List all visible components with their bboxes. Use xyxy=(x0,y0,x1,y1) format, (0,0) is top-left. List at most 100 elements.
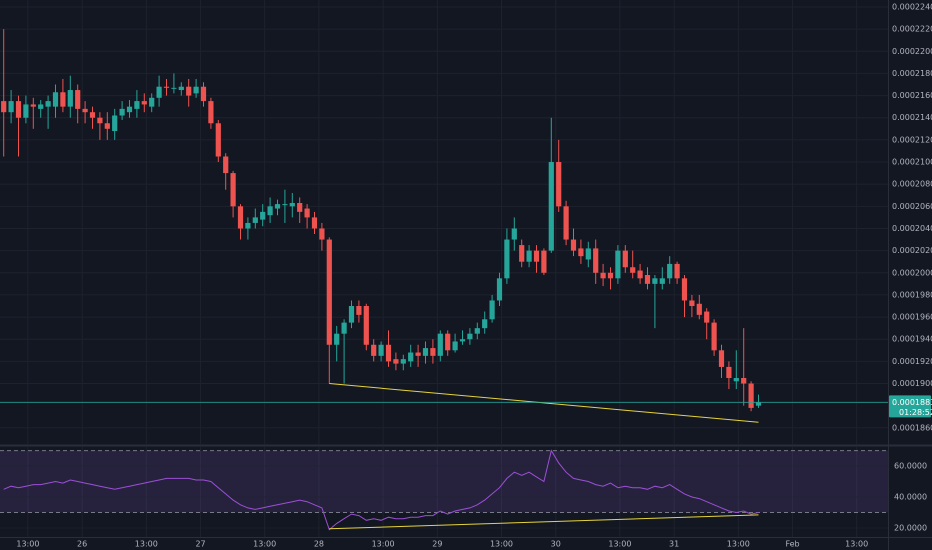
candle-body xyxy=(112,115,118,132)
y-tick-label: 0.0002000 xyxy=(892,268,932,277)
candle-body xyxy=(415,352,421,356)
candle-body xyxy=(652,278,658,284)
candle-body xyxy=(371,344,377,356)
candle-body xyxy=(304,208,310,218)
candle-body xyxy=(126,106,133,113)
candle-body xyxy=(52,92,59,107)
trendline xyxy=(329,514,759,530)
x-tick-label: 29 xyxy=(432,540,442,549)
candle-body xyxy=(430,348,436,356)
candle-body xyxy=(104,123,110,129)
rsi-line xyxy=(3,449,759,531)
candle-body xyxy=(171,87,177,89)
y-tick-label: 0.0002200 xyxy=(892,47,932,56)
y-tick-label: 0.0002060 xyxy=(892,202,932,211)
candle-body xyxy=(156,86,162,98)
candle-body xyxy=(467,333,473,340)
candle-body xyxy=(408,352,414,362)
candle-body xyxy=(363,306,369,345)
countdown-label: 01:28:52 xyxy=(899,408,932,417)
candle-body xyxy=(689,300,695,307)
candle-body xyxy=(385,344,392,362)
candle-body xyxy=(541,250,547,273)
candle-body xyxy=(378,344,384,356)
candle-body xyxy=(489,300,495,320)
candle-body xyxy=(274,204,281,209)
x-tick-label: 13:00 xyxy=(253,540,276,549)
candle-body xyxy=(289,203,295,207)
candle-body xyxy=(311,217,318,229)
candle-body xyxy=(348,306,355,323)
candle-body xyxy=(282,204,288,206)
y-tick-label: 0.0001960 xyxy=(892,313,932,322)
candle-body xyxy=(297,203,303,212)
candle-body xyxy=(533,250,540,262)
candle-body xyxy=(260,211,266,220)
candle-body xyxy=(163,86,170,88)
candle-body xyxy=(30,104,36,107)
candle-body xyxy=(556,162,562,207)
candle-body xyxy=(252,217,258,223)
candle-body xyxy=(667,263,673,279)
x-tick-label: 13:00 xyxy=(608,540,631,549)
y-tick-label: 0.0002160 xyxy=(892,91,932,100)
candle-body xyxy=(141,101,147,105)
y-tick-label: 0.0002040 xyxy=(892,224,932,233)
candle-body xyxy=(319,228,325,240)
candle-body xyxy=(615,250,621,279)
rsi-band xyxy=(0,450,888,513)
candle-body xyxy=(718,350,725,367)
y-tick-label: 0.0001940 xyxy=(892,335,932,344)
x-tick-label: 13:00 xyxy=(490,540,513,549)
x-tick-label: 30 xyxy=(551,540,561,549)
candle-body xyxy=(570,239,577,251)
candle-body xyxy=(341,322,347,334)
candle-body xyxy=(334,333,340,345)
candle-body xyxy=(326,239,332,345)
candle-body xyxy=(496,278,503,301)
candle-body xyxy=(245,222,251,229)
candle-body xyxy=(97,117,103,124)
y-tick-label: 0.0001980 xyxy=(892,290,932,299)
candle-body xyxy=(445,333,451,351)
candle-body xyxy=(356,306,362,315)
candle-body xyxy=(459,339,466,342)
x-tick-label: 13:00 xyxy=(727,540,750,549)
candle-body xyxy=(230,173,236,207)
y-tick-label: 60.0000 xyxy=(894,462,927,471)
candle-body xyxy=(200,86,207,102)
candle-body xyxy=(519,245,525,262)
candle-body xyxy=(393,359,399,364)
candle-body xyxy=(45,101,51,107)
candle-body xyxy=(733,377,739,382)
candle-body xyxy=(755,402,762,406)
candle-body xyxy=(726,366,732,378)
y-tick-label: 20.0000 xyxy=(894,524,927,533)
candle-body xyxy=(186,86,192,96)
candle-body xyxy=(593,248,599,273)
candle-body xyxy=(659,278,665,284)
x-tick-label: 13:00 xyxy=(372,540,395,549)
candle-body xyxy=(526,250,532,262)
candle-body xyxy=(548,162,554,251)
candle-body xyxy=(15,101,22,118)
y-tick-label: 0.0002140 xyxy=(892,113,932,122)
y-tick-label: 0.0001860 xyxy=(892,423,932,432)
x-tick-label: 27 xyxy=(195,540,205,549)
candle-body xyxy=(511,228,517,240)
candle-body xyxy=(622,250,628,268)
candle-body xyxy=(704,311,710,323)
candle-body xyxy=(1,101,7,113)
candle-body xyxy=(134,101,140,109)
candle-body xyxy=(89,112,96,118)
candle-body xyxy=(67,90,73,107)
y-tick-label: 0.0001920 xyxy=(892,357,932,366)
x-tick-label: 13:00 xyxy=(16,540,39,549)
candle-body xyxy=(267,206,273,216)
candle-body xyxy=(741,377,747,384)
candle-body xyxy=(585,248,591,260)
candle-body xyxy=(38,104,44,109)
candle-body xyxy=(504,239,510,279)
candle-body xyxy=(23,104,29,118)
y-tick-label: 0.0002220 xyxy=(892,25,932,34)
